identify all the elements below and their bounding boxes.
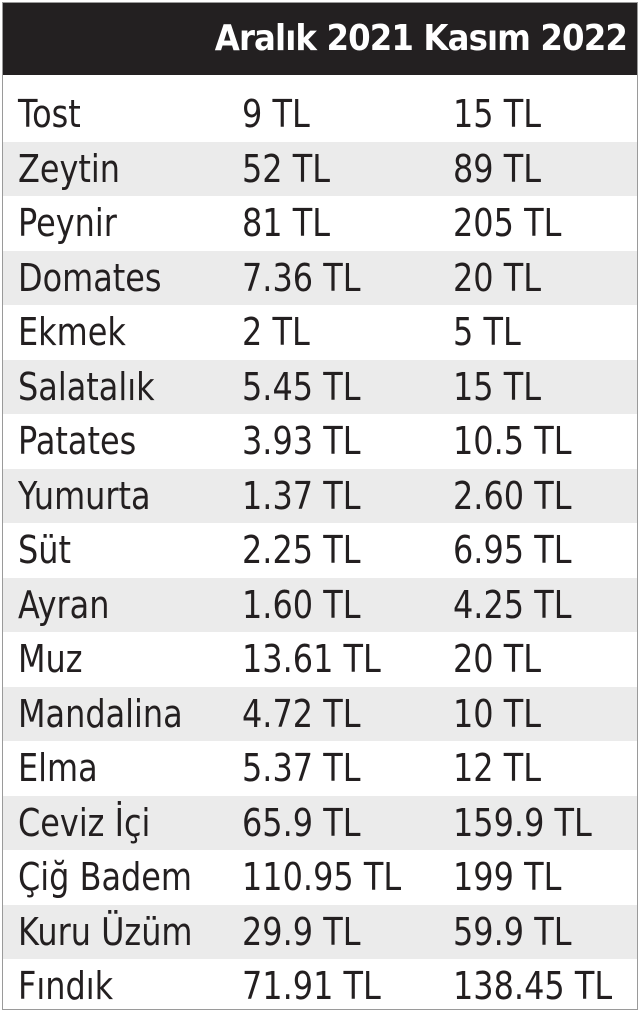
table-row: Ayran 1.60 TL 4.25 TL	[3, 577, 637, 632]
price-nov-2022: 2.60 TL	[453, 473, 572, 518]
item-name: Salatalık	[18, 364, 155, 409]
item-name: Süt	[18, 528, 72, 572]
price-dec-2021: 52 TL	[242, 146, 331, 191]
header-title: Aralık 2021 Kasım 2022	[214, 18, 628, 59]
table-row: Domates 7.36 TL 20 TL	[3, 250, 637, 305]
price-nov-2022: 89 TL	[453, 146, 542, 191]
price-dec-2021: 5.45 TL	[242, 364, 361, 409]
price-dec-2021: 9 TL	[242, 92, 310, 136]
item-name: Ceviz İçi	[18, 800, 151, 845]
price-nov-2022: 12 TL	[453, 746, 542, 790]
price-dec-2021: 3.93 TL	[242, 419, 361, 463]
price-dec-2021: 4.72 TL	[242, 691, 361, 736]
price-nov-2022: 205 TL	[453, 201, 562, 245]
item-name: Ayran	[18, 582, 110, 627]
table-body: Tost 9 TL 15 TL Zeytin 52 TL 89 TL Peyni…	[3, 87, 637, 1014]
item-name: Mandalina	[18, 691, 183, 736]
price-dec-2021: 2.25 TL	[242, 528, 361, 572]
table-row: Elma 5.37 TL 12 TL	[3, 741, 637, 796]
price-dec-2021: 13.61 TL	[242, 637, 381, 681]
table-row: Zeytin 52 TL 89 TL	[3, 141, 637, 196]
price-nov-2022: 15 TL	[453, 92, 542, 136]
price-nov-2022: 6.95 TL	[453, 528, 572, 572]
price-nov-2022: 20 TL	[453, 637, 542, 681]
table-row: Muz 13.61 TL 20 TL	[3, 632, 637, 687]
table-row: Kuru Üzüm 29.9 TL 59.9 TL	[3, 904, 637, 959]
price-dec-2021: 5.37 TL	[242, 746, 361, 790]
price-dec-2021: 29.9 TL	[242, 909, 361, 954]
price-dec-2021: 1.37 TL	[242, 473, 361, 518]
table-row: Fındık 71.91 TL 138.45 TL	[3, 959, 637, 1014]
item-name: Elma	[18, 746, 98, 790]
item-name: Domates	[18, 255, 162, 300]
price-nov-2022: 159.9 TL	[453, 800, 592, 845]
price-nov-2022: 4.25 TL	[453, 582, 572, 627]
item-name: Muz	[18, 637, 83, 681]
item-name: Yumurta	[18, 473, 151, 518]
item-name: Fındık	[18, 964, 114, 1008]
price-nov-2022: 5 TL	[453, 310, 521, 354]
price-nov-2022: 20 TL	[453, 255, 542, 300]
table-row: Yumurta 1.37 TL 2.60 TL	[3, 468, 637, 523]
table-row: Ceviz İçi 65.9 TL 159.9 TL	[3, 795, 637, 850]
item-name: Peynir	[18, 201, 117, 245]
table-row: Tost 9 TL 15 TL	[3, 87, 637, 142]
table-row: Patates 3.93 TL 10.5 TL	[3, 414, 637, 469]
item-name: Patates	[18, 419, 137, 463]
table-row: Ekmek 2 TL 5 TL	[3, 305, 637, 360]
table-row: Peynir 81 TL 205 TL	[3, 196, 637, 251]
item-name: Ekmek	[18, 310, 126, 354]
table-row: Mandalina 4.72 TL 10 TL	[3, 686, 637, 741]
price-dec-2021: 81 TL	[242, 201, 331, 245]
price-dec-2021: 7.36 TL	[242, 255, 361, 300]
item-name: Tost	[18, 92, 81, 136]
price-nov-2022: 15 TL	[453, 364, 542, 409]
price-nov-2022: 59.9 TL	[453, 909, 572, 954]
table-row: Süt 2.25 TL 6.95 TL	[3, 523, 637, 578]
item-name: Çiğ Badem	[18, 855, 193, 899]
price-dec-2021: 1.60 TL	[242, 582, 361, 627]
table-row: Salatalık 5.45 TL 15 TL	[3, 359, 637, 414]
table-row: Çiğ Badem 110.95 TL 199 TL	[3, 850, 637, 905]
price-dec-2021: 65.9 TL	[242, 800, 361, 845]
item-name: Kuru Üzüm	[18, 909, 193, 954]
price-dec-2021: 2 TL	[242, 310, 310, 354]
price-nov-2022: 199 TL	[453, 855, 562, 899]
price-nov-2022: 10 TL	[453, 691, 542, 736]
price-dec-2021: 71.91 TL	[242, 964, 381, 1008]
item-name: Zeytin	[18, 146, 121, 191]
table-header: Aralık 2021 Kasım 2022	[3, 3, 637, 75]
price-nov-2022: 138.45 TL	[453, 964, 613, 1008]
price-dec-2021: 110.95 TL	[242, 855, 402, 899]
price-nov-2022: 10.5 TL	[453, 419, 572, 463]
